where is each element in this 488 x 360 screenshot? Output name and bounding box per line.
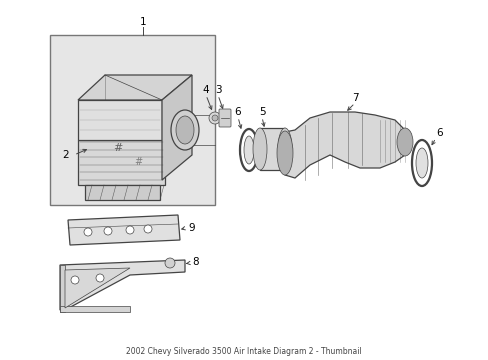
Polygon shape xyxy=(285,112,404,178)
Ellipse shape xyxy=(244,136,253,164)
Ellipse shape xyxy=(278,128,291,170)
Ellipse shape xyxy=(252,128,266,170)
Polygon shape xyxy=(68,215,180,245)
Text: #: # xyxy=(134,157,142,167)
Ellipse shape xyxy=(396,128,412,156)
Circle shape xyxy=(212,115,218,121)
Polygon shape xyxy=(78,75,192,100)
FancyBboxPatch shape xyxy=(219,109,230,127)
Circle shape xyxy=(96,274,104,282)
Polygon shape xyxy=(78,100,162,140)
Polygon shape xyxy=(162,75,192,180)
FancyBboxPatch shape xyxy=(50,35,215,205)
Circle shape xyxy=(126,226,134,234)
Circle shape xyxy=(104,227,112,235)
Text: 2: 2 xyxy=(62,150,69,160)
Ellipse shape xyxy=(176,116,194,144)
Text: 4: 4 xyxy=(202,85,209,95)
Text: 9: 9 xyxy=(188,223,195,233)
Polygon shape xyxy=(85,185,160,200)
Text: 6: 6 xyxy=(234,107,241,117)
Ellipse shape xyxy=(171,110,199,150)
Polygon shape xyxy=(78,140,164,185)
Polygon shape xyxy=(260,128,285,170)
Polygon shape xyxy=(65,268,130,308)
Text: 5: 5 xyxy=(258,107,265,117)
Polygon shape xyxy=(60,306,130,312)
Text: 3: 3 xyxy=(214,85,221,95)
Ellipse shape xyxy=(415,148,427,178)
Circle shape xyxy=(208,112,221,124)
Circle shape xyxy=(143,225,152,233)
Ellipse shape xyxy=(276,131,292,175)
Text: 6: 6 xyxy=(436,128,443,138)
Circle shape xyxy=(164,258,175,268)
Text: #: # xyxy=(113,143,122,153)
Circle shape xyxy=(84,228,92,236)
Polygon shape xyxy=(60,265,65,312)
Text: 7: 7 xyxy=(351,93,358,103)
Polygon shape xyxy=(60,260,184,310)
Circle shape xyxy=(71,276,79,284)
Text: 2002 Chevy Silverado 3500 Air Intake Diagram 2 - Thumbnail: 2002 Chevy Silverado 3500 Air Intake Dia… xyxy=(126,347,361,356)
Text: 1: 1 xyxy=(140,17,146,27)
Text: 8: 8 xyxy=(192,257,199,267)
